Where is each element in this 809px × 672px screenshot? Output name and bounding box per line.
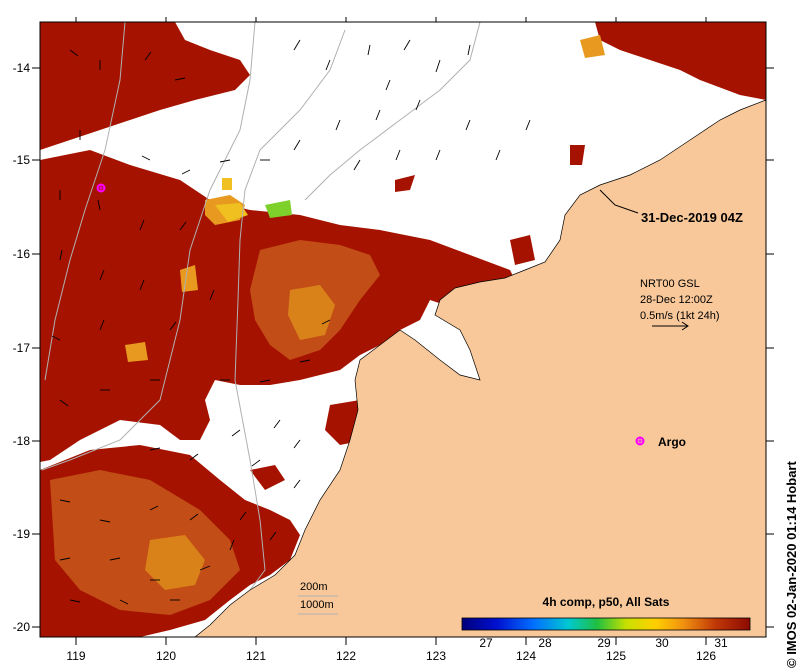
y-tick-label: -19 — [13, 527, 31, 541]
contour-label-200m: 200m — [300, 581, 328, 593]
x-tick-label: 126 — [696, 649, 716, 663]
x-axis-labels: 119 120 121 122 123 124 125 126 — [66, 649, 716, 663]
current-scale-arrow — [652, 321, 689, 331]
current-legend-line1: NRT00 GSL — [640, 278, 700, 290]
date-label: 31-Dec-2019 04Z — [641, 210, 743, 225]
colorbar-tick: 30 — [655, 636, 669, 650]
plot-frame — [39, 21, 767, 638]
colorbar — [461, 617, 751, 631]
current-legend-line2: 28-Dec 12:00Z — [640, 294, 713, 306]
y-tick-label: -16 — [13, 247, 31, 261]
y-tick-label: -18 — [13, 434, 31, 448]
land-australia — [194, 99, 766, 637]
y-tick-label: -14 — [13, 61, 31, 75]
current-legend-line3: 0.5m/s (1kt 24h) — [640, 310, 719, 322]
credit-text: © IMOS 02-Jan-2020 01:14 Hobart — [784, 461, 799, 668]
x-tick-label: 123 — [426, 649, 446, 663]
colorbar-tick: 31 — [714, 636, 728, 650]
sst-warm-patches — [50, 35, 605, 615]
y-axis-ticks — [32, 67, 774, 628]
y-tick-label: -15 — [13, 153, 31, 167]
colorbar-tick: 29 — [597, 636, 611, 650]
argo-legend-marker — [635, 436, 645, 446]
colorbar-ticks: 27 28 29 30 31 — [479, 636, 728, 650]
x-tick-label: 121 — [246, 649, 266, 663]
x-axis-ticks — [75, 17, 707, 645]
current-vectors — [51, 39, 531, 605]
x-tick-label: 125 — [606, 649, 626, 663]
x-tick-label: 122 — [336, 649, 356, 663]
y-tick-label: -17 — [13, 341, 31, 355]
colorbar-tick: 28 — [538, 636, 552, 650]
bathymetry-contours — [41, 22, 481, 591]
colorbar-tick: 27 — [479, 636, 493, 650]
colorbar-title: 4h comp, p50, All Sats — [543, 595, 670, 609]
contour-label-1000m: 1000m — [300, 599, 334, 611]
argo-label: Argo — [658, 435, 686, 449]
y-tick-label: -20 — [13, 620, 31, 634]
date-pointer — [599, 189, 639, 214]
x-tick-label: 120 — [156, 649, 176, 663]
x-tick-label: 119 — [66, 649, 85, 663]
argo-marker — [96, 183, 106, 193]
y-axis-labels: -14 -15 -16 -17 -18 -19 -20 — [13, 61, 31, 634]
x-tick-label: 124 — [516, 649, 536, 663]
